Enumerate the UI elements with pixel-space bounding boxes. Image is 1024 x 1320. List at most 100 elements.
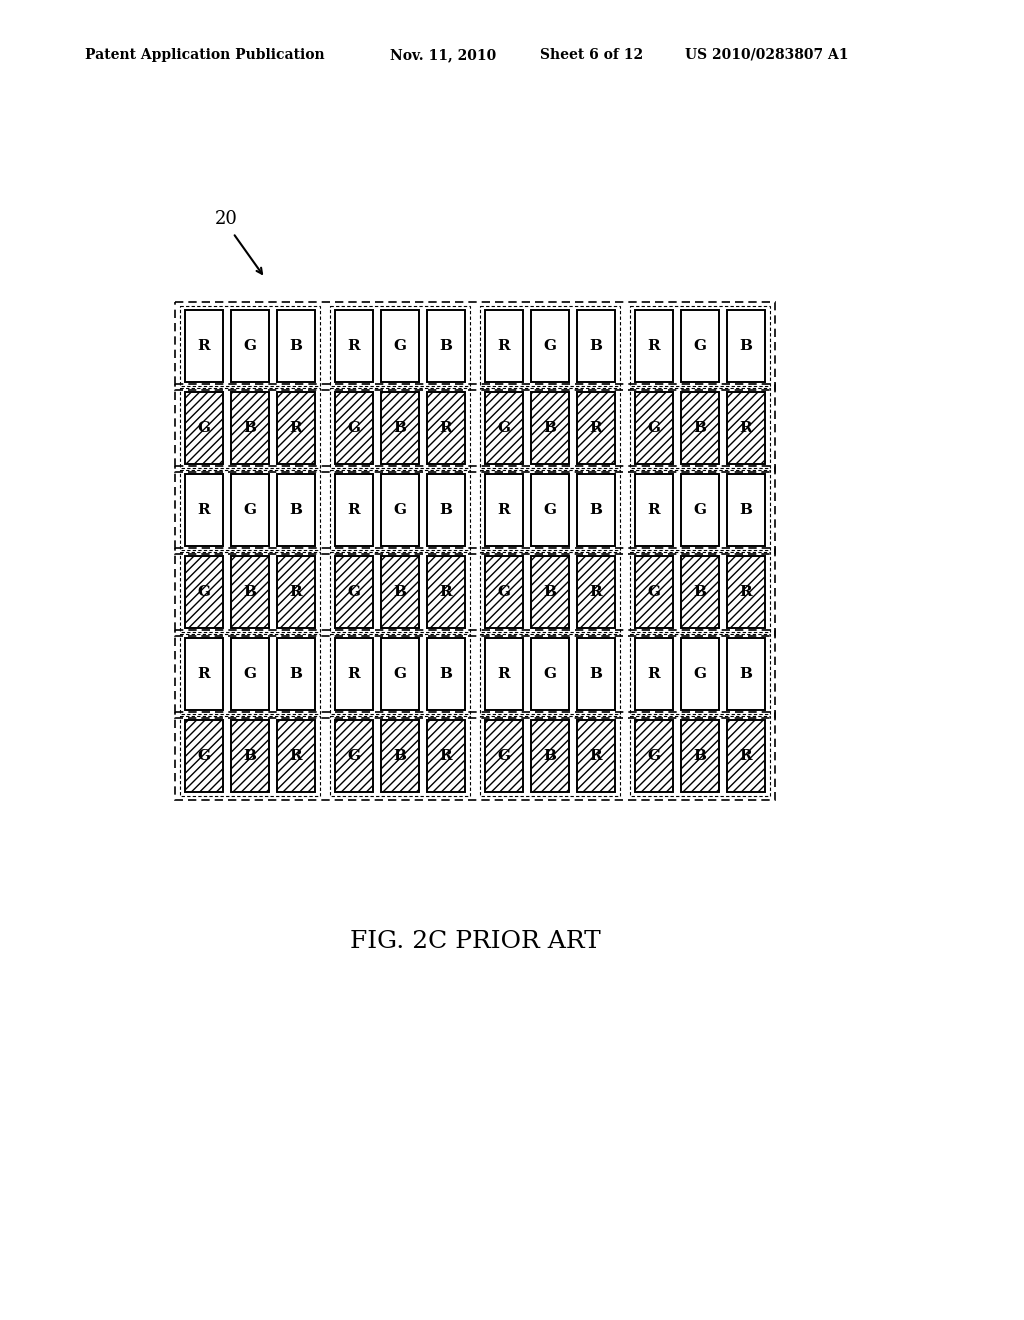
Text: G: G [693, 503, 707, 517]
Text: R: R [348, 503, 360, 517]
Text: B: B [393, 585, 407, 599]
FancyBboxPatch shape [278, 719, 315, 792]
Text: R: R [498, 503, 510, 517]
Text: G: G [393, 503, 407, 517]
FancyBboxPatch shape [185, 638, 223, 710]
FancyBboxPatch shape [635, 310, 673, 381]
FancyBboxPatch shape [381, 556, 419, 628]
FancyBboxPatch shape [681, 556, 719, 628]
FancyBboxPatch shape [335, 392, 373, 465]
Text: R: R [739, 748, 753, 763]
FancyBboxPatch shape [185, 310, 223, 381]
FancyBboxPatch shape [278, 310, 315, 381]
FancyBboxPatch shape [278, 392, 315, 465]
Text: R: R [348, 667, 360, 681]
FancyBboxPatch shape [681, 392, 719, 465]
Text: G: G [198, 748, 211, 763]
Text: 20: 20 [215, 210, 238, 228]
FancyBboxPatch shape [185, 392, 223, 465]
FancyBboxPatch shape [681, 474, 719, 546]
FancyBboxPatch shape [485, 474, 523, 546]
Text: R: R [198, 339, 210, 352]
FancyBboxPatch shape [681, 638, 719, 710]
Text: B: B [393, 748, 407, 763]
FancyBboxPatch shape [727, 719, 765, 792]
Text: G: G [347, 585, 360, 599]
FancyBboxPatch shape [485, 638, 523, 710]
Text: G: G [347, 421, 360, 436]
Text: G: G [647, 585, 660, 599]
Text: R: R [439, 585, 453, 599]
Text: B: B [244, 421, 256, 436]
FancyBboxPatch shape [577, 474, 615, 546]
Text: B: B [590, 339, 602, 352]
Text: R: R [439, 748, 453, 763]
FancyBboxPatch shape [335, 310, 373, 381]
FancyBboxPatch shape [681, 719, 719, 792]
Text: R: R [348, 339, 360, 352]
Text: R: R [648, 503, 660, 517]
Text: R: R [290, 585, 302, 599]
FancyBboxPatch shape [531, 719, 569, 792]
FancyBboxPatch shape [635, 719, 673, 792]
FancyBboxPatch shape [635, 474, 673, 546]
FancyBboxPatch shape [335, 638, 373, 710]
Text: R: R [739, 585, 753, 599]
FancyBboxPatch shape [485, 556, 523, 628]
FancyBboxPatch shape [727, 392, 765, 465]
FancyBboxPatch shape [381, 392, 419, 465]
Text: G: G [544, 667, 556, 681]
Text: G: G [544, 503, 556, 517]
FancyBboxPatch shape [381, 719, 419, 792]
Text: B: B [290, 667, 302, 681]
Text: B: B [693, 585, 707, 599]
Text: B: B [739, 667, 753, 681]
Text: Patent Application Publication: Patent Application Publication [85, 48, 325, 62]
Text: B: B [439, 667, 453, 681]
Text: G: G [393, 667, 407, 681]
FancyBboxPatch shape [335, 719, 373, 792]
Text: G: G [498, 421, 511, 436]
FancyBboxPatch shape [278, 474, 315, 546]
FancyBboxPatch shape [531, 474, 569, 546]
Text: G: G [244, 503, 256, 517]
Text: B: B [290, 503, 302, 517]
FancyBboxPatch shape [231, 310, 269, 381]
FancyBboxPatch shape [231, 392, 269, 465]
FancyBboxPatch shape [531, 556, 569, 628]
Text: R: R [648, 667, 660, 681]
Text: B: B [590, 503, 602, 517]
Text: G: G [693, 339, 707, 352]
FancyBboxPatch shape [635, 392, 673, 465]
Text: Sheet 6 of 12: Sheet 6 of 12 [540, 48, 643, 62]
Text: R: R [439, 421, 453, 436]
FancyBboxPatch shape [531, 310, 569, 381]
Text: G: G [647, 748, 660, 763]
Text: B: B [544, 421, 556, 436]
Text: B: B [393, 421, 407, 436]
Text: B: B [739, 503, 753, 517]
FancyBboxPatch shape [577, 719, 615, 792]
Text: G: G [693, 667, 707, 681]
Text: G: G [244, 339, 256, 352]
Text: B: B [590, 667, 602, 681]
FancyBboxPatch shape [231, 556, 269, 628]
FancyBboxPatch shape [635, 638, 673, 710]
Text: R: R [198, 667, 210, 681]
Text: B: B [439, 339, 453, 352]
FancyBboxPatch shape [531, 392, 569, 465]
FancyBboxPatch shape [577, 392, 615, 465]
FancyBboxPatch shape [531, 638, 569, 710]
Text: R: R [590, 421, 602, 436]
Text: G: G [347, 748, 360, 763]
Text: G: G [393, 339, 407, 352]
Text: B: B [544, 748, 556, 763]
FancyBboxPatch shape [381, 310, 419, 381]
Text: R: R [590, 585, 602, 599]
FancyBboxPatch shape [381, 638, 419, 710]
FancyBboxPatch shape [231, 474, 269, 546]
Text: G: G [498, 748, 511, 763]
FancyBboxPatch shape [485, 392, 523, 465]
Text: FIG. 2C PRIOR ART: FIG. 2C PRIOR ART [349, 931, 600, 953]
FancyBboxPatch shape [577, 310, 615, 381]
